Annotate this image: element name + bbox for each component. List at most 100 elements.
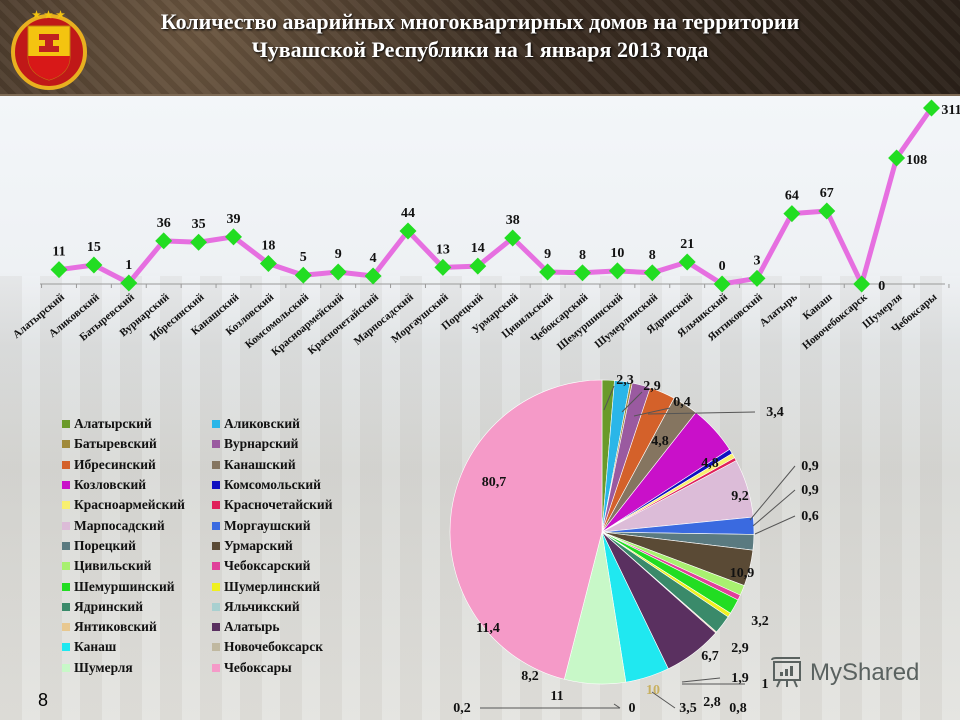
presentation-board-icon [771,657,801,688]
data-point-marker [504,229,522,247]
pie-data-label: 0 [629,701,636,716]
data-label: 3 [754,253,761,268]
legend-swatch [212,521,220,530]
pie-data-label: 0,2 [453,701,471,716]
svg-text:★: ★ [44,10,53,21]
legend-item: Моргаушский [212,515,362,535]
data-point-marker [259,255,277,272]
data-point-marker [85,256,103,274]
legend-swatch [62,582,70,591]
legend-swatch [212,460,220,469]
legend-item: Цивильский [62,556,212,576]
legend-item: Урмарский [212,536,362,556]
legend-label: Шумерля [74,659,133,675]
legend-item: Шемуршинский [62,576,212,596]
legend-item: Канаш [62,637,212,657]
legend-label: Алатырский [74,416,152,432]
page-number: 8 [38,690,49,710]
legend-swatch [212,420,220,429]
pie-data-label: 11 [550,689,563,704]
leader-line [754,515,796,535]
leader-line [647,411,756,415]
svg-text:★: ★ [56,10,65,21]
legend-label: Шумерлинский [224,578,321,594]
legend-swatch [212,541,220,550]
data-point-marker [643,264,661,282]
leader-line [752,489,796,527]
legend-item: Новочебоксарск [212,637,362,657]
legend-item: Алатырь [212,617,362,637]
data-label: 38 [506,213,520,228]
legend-item: Яльчикский [212,597,362,617]
legend-item: Алатырский [62,414,212,434]
legend-item: Янтиковский [62,617,212,637]
cityscape-background [0,96,960,720]
pie-data-label: 4,8 [701,456,719,471]
legend-swatch [62,521,70,530]
legend-item: Красноармейский [62,495,212,515]
data-point-marker [50,261,68,279]
data-point-marker [364,267,382,285]
data-point-marker [713,275,731,293]
data-label: 5 [300,250,307,265]
data-point-marker [574,264,591,282]
pie-data-label: 4,8 [651,434,669,449]
data-label: 44 [401,206,415,221]
legend-swatch [212,602,220,611]
legend-swatch [62,420,70,429]
legend-item: Канашский [212,455,362,475]
data-point-marker [190,233,208,251]
data-point-marker [853,275,871,293]
data-label: 8 [579,248,586,263]
legend-label: Канаш [74,639,117,655]
legend-label: Янтиковский [74,619,157,635]
legend-item: Марпосадский [62,515,212,535]
data-label: 21 [680,237,694,252]
legend-item: Чебоксары [212,658,362,678]
legend-swatch [212,582,220,591]
leader-line [603,385,615,411]
pie-chart: 2,3 2,90,43,44,84,89,20,90,90,610,93,22,9… [449,373,819,716]
data-point-marker [399,222,417,240]
x-tick-label: Шумерлинский [592,291,660,351]
pie-data-label: 0,9 [801,483,819,498]
legend-swatch [62,663,70,672]
pie-data-label: 0,6 [801,509,819,524]
legend-swatch [62,541,70,550]
pie-faint-label: 10 [646,683,660,698]
legend-swatch [62,440,70,449]
legend-swatch [62,501,70,510]
legend-item: Вурнарский [212,434,362,454]
pie-data-label: 2,8 [703,695,721,710]
header-banner: ★ ★ ★ Количество аварийных многоквартирн… [0,0,960,96]
watermark-text: MyShared [810,659,920,686]
pie-data-label: 9,2 [731,489,749,504]
data-label: 64 [785,189,799,204]
legend-swatch [62,643,70,652]
legend-item: Ядринский [62,597,212,617]
legend-label: Шемуршинский [74,578,175,594]
legend-label: Канашский [224,456,296,472]
legend-label: Красноармейский [74,497,185,513]
legend-item: Порецкий [62,536,212,556]
data-point-marker [818,202,836,220]
data-label: 311 [941,103,960,118]
data-label: 14 [471,241,485,256]
data-label: 0 [878,279,885,294]
pie-legend: Алатырский Аликовский Батыревский Вурнарски… [62,414,362,678]
legend-label: Ибресинский [74,456,156,472]
data-label: 11 [52,245,65,260]
legend-label: Моргаушский [224,517,311,533]
legend-swatch [212,663,220,672]
legend-swatch [212,440,220,449]
pie-data-label: 1 [762,677,769,692]
data-line [58,106,934,287]
data-label: 9 [544,247,551,262]
data-point-marker [678,253,696,271]
data-label: 35 [192,217,206,232]
pie-data-label: 3,5 [679,701,697,716]
title-line-1: Количество аварийных многоквартирных дом… [160,9,800,34]
legend-label: Батыревский [74,436,157,452]
legend-swatch [212,562,220,571]
pie-slice [449,379,603,680]
